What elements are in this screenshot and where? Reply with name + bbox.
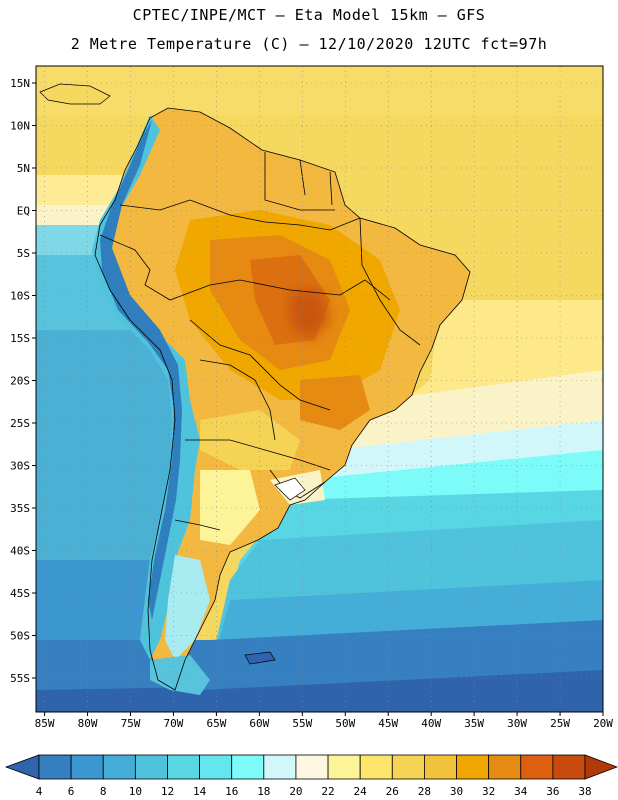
lon-label-25w: 25W <box>550 717 570 730</box>
colorbar-cell <box>520 754 554 780</box>
lon-label-30w: 30W <box>507 717 527 730</box>
lon-label-35w: 35W <box>464 717 484 730</box>
lon-label-60w: 60W <box>249 717 269 730</box>
colorbar-label: 10 <box>129 785 142 798</box>
colorbar-label: 24 <box>354 785 368 798</box>
lat-label-10s: 10S <box>10 290 30 303</box>
colorbar-label: 22 <box>321 785 334 798</box>
colorbar-cell <box>456 754 490 780</box>
colorbar-label: 18 <box>257 785 270 798</box>
lat-label-5s: 5S <box>17 247 30 260</box>
colorbar-label: 6 <box>68 785 75 798</box>
colorbar-cell <box>295 754 329 780</box>
colorbar-arrow-high <box>584 754 618 780</box>
lon-label-65w: 65W <box>206 717 226 730</box>
lat-label-30s: 30S <box>10 460 30 473</box>
lon-label-85w: 85W <box>35 717 55 730</box>
colorbar-cell <box>38 754 72 780</box>
colorbar-label: 12 <box>161 785 174 798</box>
map-title-line2: 2 Metre Temperature (C) – 12/10/2020 12U… <box>70 35 548 53</box>
colorbar-cell <box>231 754 265 780</box>
lat-label-25s: 25S <box>10 417 30 430</box>
colorbar <box>4 754 618 780</box>
colorbar-cell <box>552 754 586 780</box>
lat-label-5n: 5N <box>17 162 30 175</box>
colorbar-label: 36 <box>546 785 559 798</box>
lat-label-40s: 40S <box>10 545 30 558</box>
colorbar-cell <box>391 754 425 780</box>
lon-label-70w: 70W <box>164 717 184 730</box>
colorbar-label: 26 <box>386 785 399 798</box>
lon-label-45w: 45W <box>378 717 398 730</box>
colorbar-cell <box>424 754 457 780</box>
lon-label-40w: 40W <box>421 717 441 730</box>
colorbar-cell <box>488 754 522 780</box>
colorbar-cell <box>134 754 168 780</box>
colorbar-label: 20 <box>289 785 302 798</box>
lon-label-55w: 55W <box>292 717 312 730</box>
colorbar-label: 8 <box>100 785 107 798</box>
colorbar-cell <box>199 754 233 780</box>
colorbar-cell <box>327 754 361 780</box>
lat-label-55s: 55S <box>10 672 30 685</box>
lat-label-15n: 15N <box>10 77 30 90</box>
lon-label-50w: 50W <box>335 717 355 730</box>
lon-label-80w: 80W <box>78 717 98 730</box>
map-frame <box>35 65 604 713</box>
colorbar-label: 34 <box>514 785 528 798</box>
lat-label-50s: 50S <box>10 630 30 643</box>
lon-label-20w: 20W <box>593 717 613 730</box>
colorbar-cell <box>359 754 393 780</box>
map-title-line1: CPTEC/INPE/MCT – Eta Model 15km – GFS <box>132 6 486 24</box>
lat-label-45s: 45S <box>10 587 30 600</box>
colorbar-label: 38 <box>578 785 591 798</box>
country-borders <box>94 107 471 691</box>
lat-label-10n: 10N <box>10 120 30 133</box>
colorbar-label: 32 <box>482 785 495 798</box>
andes-cold-ridge <box>92 115 200 660</box>
lat-label-15s: 15S <box>10 332 30 345</box>
colorbar-label: 16 <box>225 785 238 798</box>
colorbar-cell <box>70 754 104 780</box>
colorbar-cell <box>167 754 200 780</box>
lon-label-75w: 75W <box>121 717 141 730</box>
colorbar-label: 14 <box>193 785 207 798</box>
lat-label-eq: EQ <box>17 205 30 218</box>
colorbar-cell <box>263 754 297 780</box>
colorbar-label: 4 <box>36 785 43 798</box>
lat-label-20s: 20S <box>10 375 30 388</box>
lat-label-35s: 35S <box>10 502 30 515</box>
colorbar-arrow-low <box>4 754 40 780</box>
colorbar-label: 30 <box>450 785 463 798</box>
colorbar-label: 28 <box>418 785 431 798</box>
colorbar-cell <box>102 754 136 780</box>
